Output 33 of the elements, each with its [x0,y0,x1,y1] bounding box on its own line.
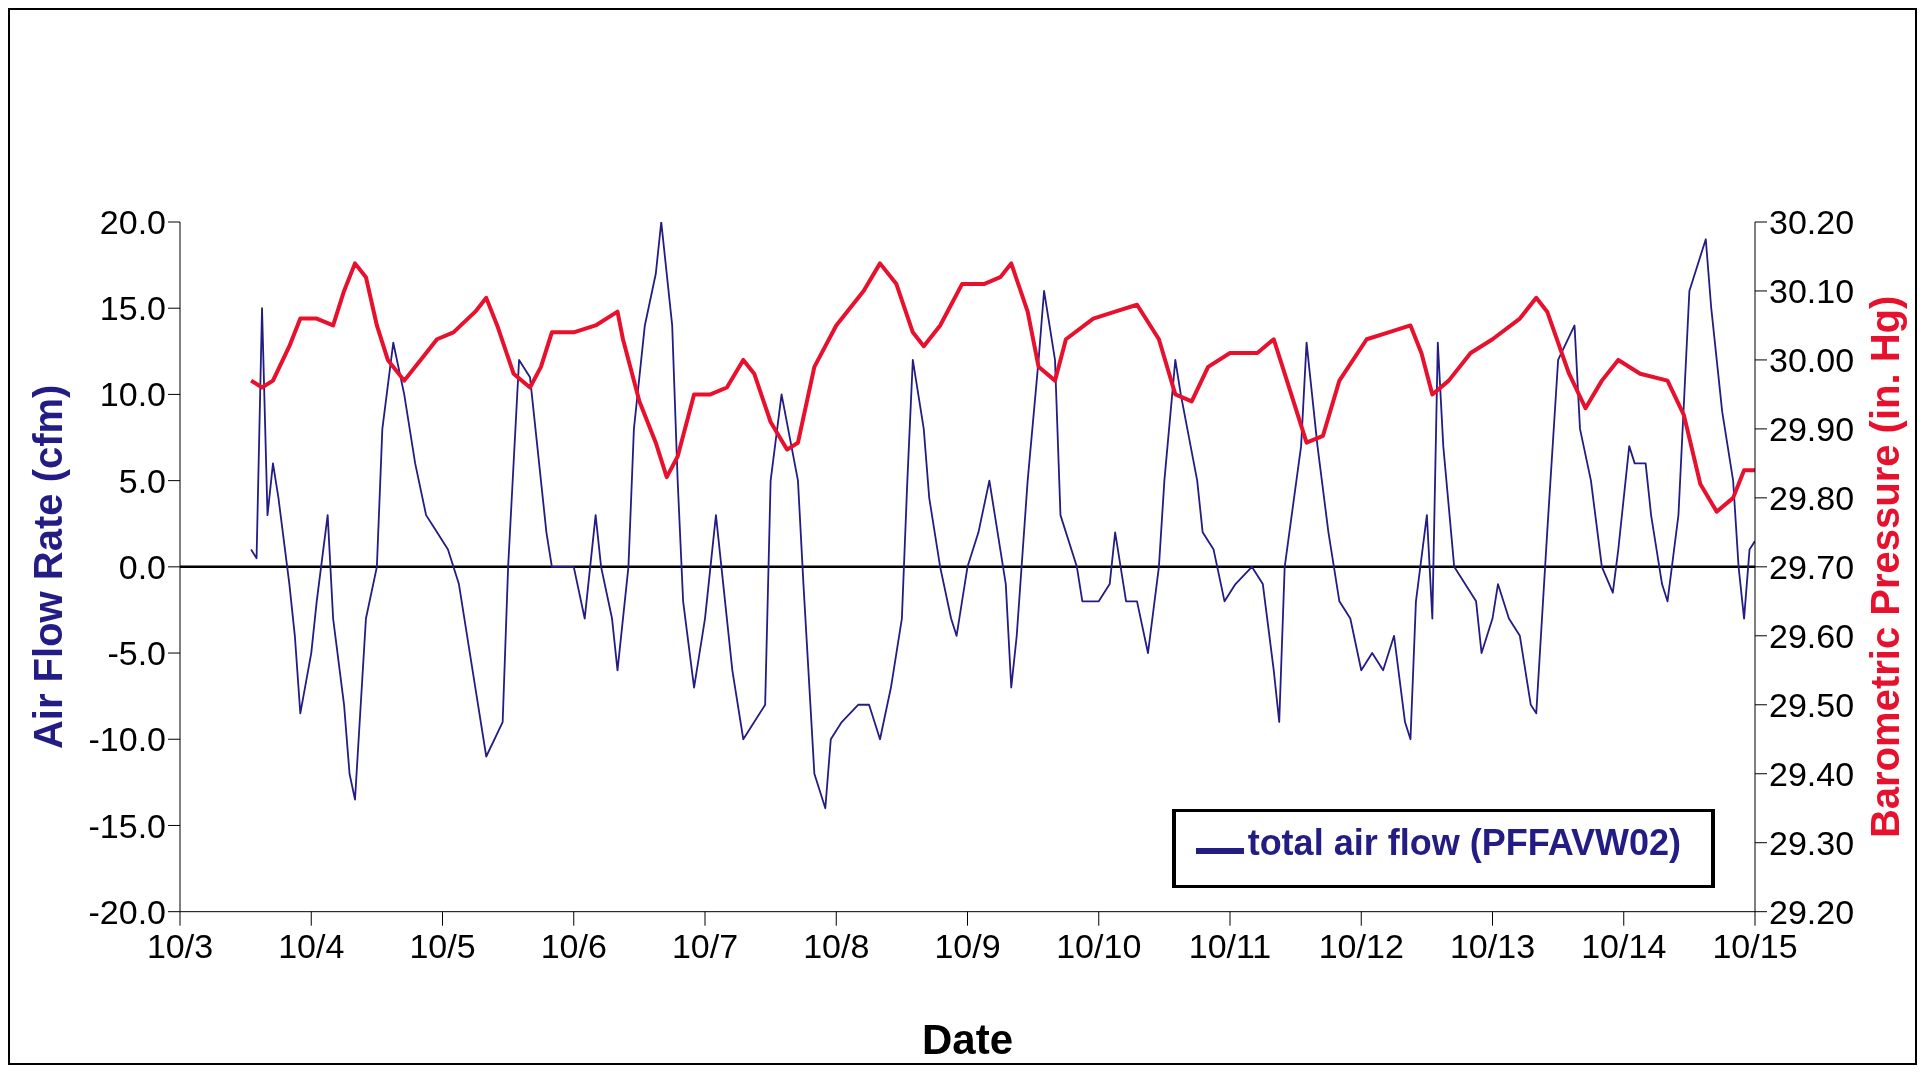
x-tick-label: 10/9 [934,926,1001,965]
y2-tick-label: 29.80 [1769,478,1855,517]
y2-tick-label: 30.20 [1769,203,1855,242]
y-axis-title: Air Flow Rate (cfm) [26,384,71,750]
x-tick-label: 10/14 [1581,926,1667,965]
x-tick-label: 10/6 [540,926,607,965]
x-tick-label: 10/12 [1318,926,1404,965]
x-tick-label: 10/4 [278,926,345,965]
y2-tick-label: 29.30 [1769,823,1855,862]
y2-tick-label: 30.10 [1769,272,1855,311]
legend-label: total air flow (PFFAVW02) [1247,821,1681,863]
y2-tick-label: 29.70 [1769,547,1855,586]
y-tick-label: 0.0 [118,547,166,586]
x-tick-label: 10/13 [1449,926,1536,965]
x-axis-title: Date [921,1015,1014,1063]
x-tick-label: 10/5 [409,926,476,965]
y-tick-label: 5.0 [118,461,166,500]
y2-tick-label: 30.00 [1769,341,1855,379]
x-tick-label: 10/8 [803,926,870,965]
y2-tick-label: 29.60 [1769,616,1855,655]
x-tick-label: 10/7 [671,926,739,965]
y-tick-label: -15.0 [88,806,166,845]
y2-tick-label: 29.90 [1769,409,1855,448]
y-tick-label: -10.0 [88,720,166,759]
x-tick-label: 10/11 [1188,926,1272,965]
y-tick-label: -5.0 [107,634,166,673]
y-tick-label: 15.0 [99,289,166,328]
y2-tick-label: 29.50 [1769,685,1855,724]
y2-tick-label: 29.40 [1769,754,1855,793]
x-tick-label: 10/10 [1056,926,1142,965]
y2-axis-title: Barometric Pressure (in. Hg) [1863,295,1908,839]
y-tick-label: 20.0 [99,203,166,242]
y-tick-label: 10.0 [99,375,166,414]
